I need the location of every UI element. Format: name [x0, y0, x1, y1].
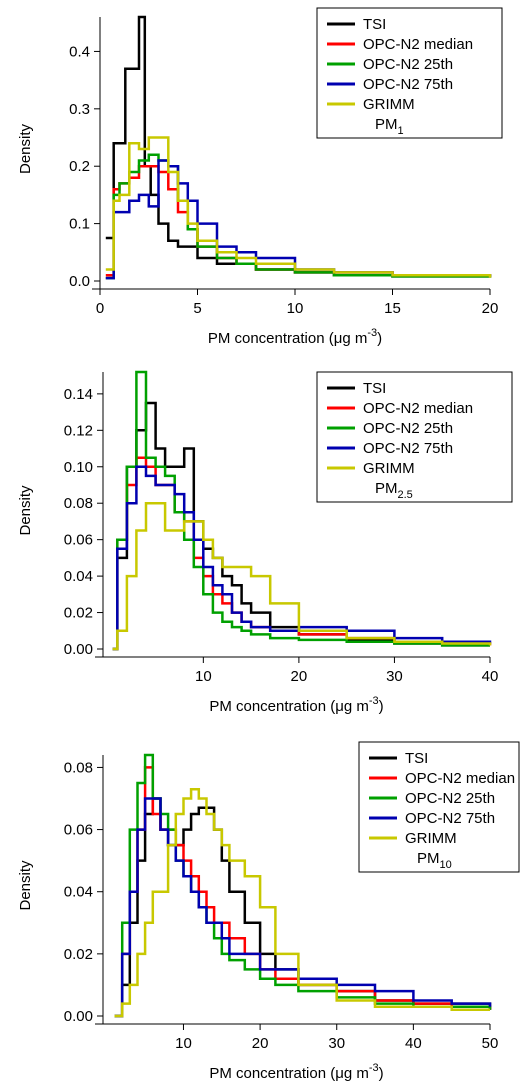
y-tick-label: 0.0 [69, 273, 90, 290]
x-tick-label: 0 [96, 300, 104, 317]
x-tick-label: 10 [195, 668, 212, 685]
legend-label: OPC-N2 25th [405, 790, 495, 807]
x-axis-title-sup: -3 [367, 327, 377, 339]
chart-panel-3: 0.00 0.02 0.04 0.06 0.08 10 20 30 40 50 Density PM … [17, 741, 520, 1082]
x-tick-label: 40 [482, 668, 499, 685]
x-axis-title-close: ) [377, 330, 382, 347]
x-axis-title-close: ) [379, 698, 384, 715]
pm-size-label: PM1 [375, 116, 404, 137]
y-tick-label: 0.08 [64, 495, 93, 512]
legend-label: OPC-N2 median [405, 770, 515, 787]
chart-panel-2: 0.00 0.02 0.04 0.06 0.08 0.10 0.12 0.14 10 20 30 40… [17, 370, 513, 715]
pm-size-label-main: PM [375, 480, 398, 497]
legend-label: OPC-N2 75th [363, 440, 453, 457]
x-tick-label: 40 [405, 1035, 422, 1052]
x-axis-title: PM concentration (μg m-3) [209, 1062, 383, 1082]
x-tick-label: 30 [386, 668, 403, 685]
x-tick-label: 20 [252, 1035, 269, 1052]
legend: TSI OPC-N2 median OPC-N2 25th OPC-N2 75th GR… [358, 741, 520, 873]
y-tick-label: 0.02 [64, 946, 93, 963]
x-tick-label: 10 [175, 1035, 192, 1052]
legend-box [358, 741, 520, 873]
y-tick-label: 0.04 [64, 568, 93, 585]
legend-box [316, 7, 503, 139]
y-tick-label: 0.02 [64, 605, 93, 622]
legend-label: OPC-N2 median [363, 36, 473, 53]
x-axis-title-sup: -3 [369, 1062, 379, 1074]
legend-box [316, 371, 513, 503]
pm-size-label-sub: 1 [398, 125, 404, 137]
x-axis-title-main: PM concentration (μg m [209, 698, 369, 715]
y-tick-label: 0.12 [64, 422, 93, 439]
legend: TSI OPC-N2 median OPC-N2 25th OPC-N2 75th GR… [316, 7, 503, 139]
y-axis-title: Density [17, 860, 34, 911]
y-tick-label: 0.4 [69, 43, 90, 60]
legend-label: OPC-N2 25th [363, 56, 453, 73]
y-tick-label: 0.00 [64, 641, 93, 658]
y-tick-label: 0.1 [69, 216, 90, 233]
y-tick-label: 0.3 [69, 101, 90, 118]
x-tick-label: 20 [291, 668, 308, 685]
series-opc-n2-25th [112, 370, 490, 651]
x-axis-title: PM concentration (μg m-3) [209, 695, 383, 715]
y-tick-label: 0.06 [64, 532, 93, 549]
x-axis-title-main: PM concentration (μg m [208, 330, 368, 347]
x-tick-label: 15 [384, 300, 401, 317]
x-axis-title: PM concentration (μg m-3) [208, 327, 382, 347]
series-grimm [112, 501, 492, 651]
x-axis-title-main: PM concentration (μg m [209, 1065, 369, 1082]
y-tick-label: 0.06 [64, 822, 93, 839]
series-opc-n2-median [105, 164, 492, 277]
pm-size-label: PM10 [417, 850, 452, 871]
y-tick-label: 0.2 [69, 158, 90, 175]
legend-label: TSI [363, 380, 386, 397]
x-axis-title-close: ) [379, 1065, 384, 1082]
y-axis-title: Density [17, 485, 34, 536]
legend-label: TSI [405, 750, 428, 767]
y-tick-label: 0.04 [64, 884, 93, 901]
y-tick-label: 0.14 [64, 386, 93, 403]
x-tick-label: 10 [287, 300, 304, 317]
series-grimm [105, 136, 492, 278]
legend-label: GRIMM [363, 460, 415, 477]
x-tick-label: 50 [482, 1035, 499, 1052]
legend-label: TSI [363, 16, 386, 33]
legend-label: OPC-N2 75th [405, 810, 495, 827]
legend-label: GRIMM [405, 830, 457, 847]
pm-size-label-main: PM [417, 850, 440, 867]
legend-label: GRIMM [363, 96, 415, 113]
x-tick-label: 30 [328, 1035, 345, 1052]
y-tick-label: 0.10 [64, 459, 93, 476]
x-axis-title-sup: -3 [369, 695, 379, 707]
y-axis-title: Density [17, 123, 34, 174]
x-tick-label: 20 [482, 300, 499, 317]
legend-label: OPC-N2 75th [363, 76, 453, 93]
chart-panel-1: 0.0 0.1 0.2 0.3 0.4 0 5 10 15 20 Density PM concent… [17, 7, 503, 347]
y-tick-label: 0.08 [64, 759, 93, 776]
y-tick-label: 0.00 [64, 1008, 93, 1025]
legend-label: OPC-N2 25th [363, 420, 453, 437]
pm-size-label-sub: 2.5 [398, 489, 413, 501]
pm-size-label-sub: 10 [440, 859, 452, 871]
legend: TSI OPC-N2 median OPC-N2 25th OPC-N2 75th GR… [316, 371, 513, 503]
series-grimm [114, 787, 490, 1018]
pm-size-label: PM2.5 [375, 480, 413, 501]
x-tick-label: 5 [193, 300, 201, 317]
pm-size-label-main: PM [375, 116, 398, 133]
series-opc-n2-75th [114, 797, 492, 1018]
legend-label: OPC-N2 median [363, 400, 473, 417]
series-opc-n2-75th [112, 465, 492, 651]
series-opc-n2-75th [105, 159, 492, 280]
